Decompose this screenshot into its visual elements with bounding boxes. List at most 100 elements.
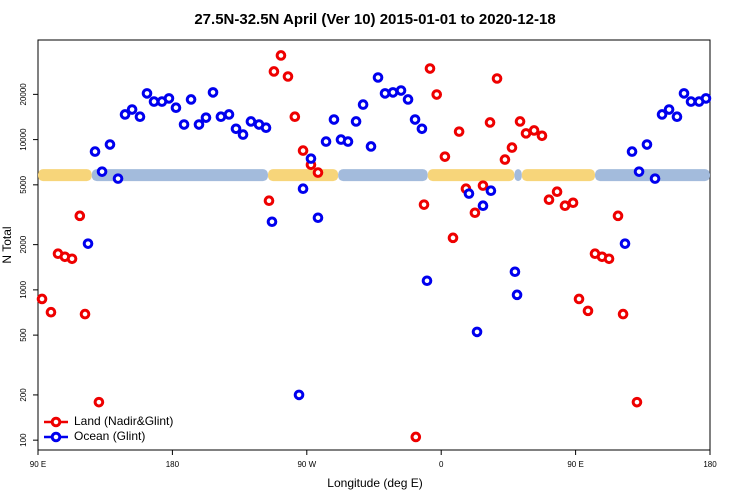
- point: [678, 88, 690, 99]
- point: [663, 104, 675, 115]
- point: [506, 142, 518, 153]
- x-axis-label: Longitude (deg E): [327, 476, 422, 490]
- y-tick-label: 5000: [19, 175, 28, 193]
- point: [379, 88, 391, 99]
- coverage-band: [91, 169, 268, 182]
- point: [439, 151, 451, 162]
- point: [200, 112, 212, 123]
- point: [528, 125, 540, 136]
- coverage-band: [427, 169, 515, 182]
- point: [289, 111, 301, 123]
- point: [297, 145, 309, 156]
- point: [499, 154, 511, 165]
- point: [320, 136, 332, 147]
- point: [477, 200, 489, 212]
- point: [45, 306, 57, 318]
- point: [104, 139, 116, 150]
- point: [395, 85, 407, 96]
- point: [141, 88, 153, 99]
- x-tick-label: 90 E: [567, 460, 583, 469]
- chart-title: 27.5N-32.5N April (Ver 10) 2015-01-01 to…: [194, 11, 555, 28]
- point: [418, 199, 430, 210]
- point: [178, 119, 190, 130]
- point: [223, 109, 235, 120]
- legend-marker: [50, 416, 62, 428]
- point: [463, 188, 475, 199]
- point: [477, 180, 489, 191]
- point: [453, 126, 465, 137]
- point: [509, 266, 521, 278]
- point: [297, 183, 309, 195]
- point: [185, 94, 197, 105]
- point: [126, 104, 138, 115]
- point: [402, 94, 414, 105]
- point: [631, 396, 643, 408]
- point: [559, 200, 571, 212]
- point: [551, 186, 563, 198]
- point: [230, 123, 242, 135]
- point: [603, 253, 615, 265]
- point: [469, 207, 481, 219]
- point: [215, 111, 227, 123]
- y-tick-label: 20000: [19, 83, 28, 106]
- coverage-band: [338, 169, 428, 182]
- point: [237, 129, 249, 140]
- legend-label: Land (Nadir&Glint): [74, 414, 173, 428]
- point: [424, 63, 436, 74]
- point: [207, 87, 219, 98]
- point: [193, 119, 205, 130]
- point: [582, 305, 594, 317]
- point: [641, 139, 653, 150]
- point: [342, 136, 354, 147]
- point: [484, 117, 496, 128]
- point: [263, 195, 275, 207]
- point: [700, 93, 712, 104]
- point: [471, 326, 483, 338]
- point: [543, 194, 555, 206]
- point: [619, 238, 631, 249]
- legend-marker: [50, 431, 62, 443]
- point: [163, 93, 175, 104]
- point: [649, 173, 661, 184]
- point: [573, 293, 585, 305]
- point: [491, 73, 503, 84]
- point: [350, 116, 362, 127]
- x-tick-label: 180: [166, 460, 180, 469]
- y-tick-label: 500: [19, 328, 28, 342]
- point: [485, 185, 497, 197]
- point: [372, 72, 384, 83]
- point: [89, 146, 101, 157]
- coverage-band: [38, 169, 92, 182]
- point: [685, 96, 697, 107]
- point: [617, 308, 629, 320]
- coverage-band: [514, 169, 522, 182]
- point: [275, 50, 287, 61]
- point: [260, 122, 272, 133]
- point: [626, 146, 638, 157]
- point: [245, 116, 257, 127]
- point: [536, 130, 548, 142]
- point: [612, 210, 624, 222]
- point: [567, 197, 579, 209]
- point: [656, 109, 668, 120]
- point: [387, 87, 399, 98]
- point: [421, 275, 433, 287]
- y-tick-label: 200: [19, 388, 28, 402]
- point: [96, 166, 108, 177]
- y-axis-label: N Total: [0, 226, 14, 263]
- point: [112, 173, 124, 184]
- point: [119, 109, 131, 120]
- y-tick-label: 2000: [19, 235, 28, 253]
- coverage-band: [267, 169, 339, 182]
- point: [365, 141, 377, 152]
- x-tick-label: 180: [703, 460, 717, 469]
- point: [312, 167, 324, 178]
- point: [293, 389, 305, 401]
- point: [357, 99, 369, 110]
- point: [416, 123, 428, 135]
- y-tick-label: 10000: [19, 128, 28, 151]
- point: [282, 71, 294, 82]
- point: [305, 153, 317, 164]
- point: [82, 238, 94, 249]
